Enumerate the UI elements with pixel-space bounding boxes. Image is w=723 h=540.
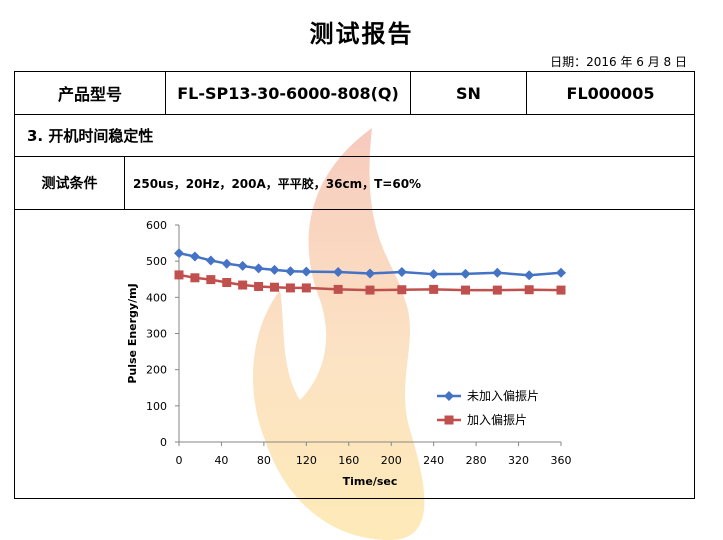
x-tick-label: 200	[381, 454, 402, 467]
model-row: 产品型号 FL-SP13-30-6000-808(Q) SN FL000005	[15, 72, 694, 115]
x-tick-label: 120	[296, 454, 317, 467]
model-label: 产品型号	[15, 72, 166, 114]
series-2-point	[429, 284, 439, 294]
series-2-point	[333, 284, 343, 294]
x-tick-label: 0	[176, 454, 183, 467]
series-1-point	[556, 267, 566, 278]
legend-label-1: 未加入偏振片	[467, 388, 539, 403]
series-1-point	[492, 267, 503, 278]
series-1-point	[365, 268, 375, 279]
x-tick-label: 40	[214, 454, 228, 467]
y-axis-label: Pulse Energy/mJ	[126, 283, 139, 383]
series-2-point	[556, 285, 566, 295]
series-1-point	[396, 267, 407, 278]
series-2-point	[365, 285, 375, 295]
y-tick-label: 0	[160, 436, 167, 449]
sn-label: SN	[411, 72, 527, 114]
x-tick-label: 320	[508, 454, 529, 467]
series-2-point	[190, 273, 200, 283]
report-title: 测试报告	[309, 20, 414, 48]
x-tick-label: 160	[338, 454, 359, 467]
x-tick-label: 360	[551, 454, 572, 467]
legend-label-2: 加入偏振片	[467, 412, 527, 427]
y-tick-label: 600	[146, 219, 167, 232]
legend-marker-2	[444, 415, 454, 425]
series-1-point	[189, 251, 200, 262]
series-1-point	[333, 267, 344, 278]
series-2-point	[524, 285, 534, 295]
y-tick-label: 100	[146, 400, 167, 413]
series-2-point	[285, 283, 295, 293]
series-1-point	[460, 268, 471, 279]
x-axis-label: Time/sec	[343, 475, 398, 488]
series-1-point	[285, 266, 296, 277]
series-2-point	[270, 282, 279, 292]
series-1-point	[428, 269, 439, 280]
series-1-point	[253, 263, 264, 274]
series-2-point	[254, 281, 264, 291]
series-2-point	[397, 285, 407, 295]
y-tick-label: 300	[146, 328, 167, 341]
model-value: FL-SP13-30-6000-808(Q)	[166, 72, 411, 114]
x-tick-label: 280	[466, 454, 487, 467]
y-tick-label: 500	[146, 255, 167, 268]
legend-marker-1	[444, 391, 454, 401]
series-1-point	[174, 248, 184, 259]
section-row: 3. 开机时间稳定性	[15, 115, 694, 157]
series-1-point	[524, 270, 535, 281]
report-table: 产品型号 FL-SP13-30-6000-808(Q) SN FL000005 …	[14, 71, 695, 499]
series-2-point	[174, 270, 184, 280]
series-1-point	[301, 266, 312, 277]
x-tick-label: 240	[423, 454, 444, 467]
y-tick-label: 200	[146, 364, 167, 377]
series-2-point	[206, 275, 216, 285]
condition-label: 测试条件	[15, 157, 125, 209]
condition-value: 250us，20Hz，200A，平平胶，36cm，T=60%	[133, 176, 422, 191]
series-1-point	[221, 258, 232, 269]
x-tick-label: 80	[257, 454, 271, 467]
series-1-point	[205, 255, 216, 266]
section-title: 3. 开机时间稳定性	[27, 127, 154, 145]
series-2-point	[461, 285, 470, 295]
sn-value: FL000005	[566, 83, 655, 103]
y-tick-label: 400	[146, 291, 167, 304]
series-2-point	[492, 285, 502, 295]
series-2-point	[238, 280, 248, 290]
series-2-point	[301, 283, 311, 293]
series-1-point	[237, 260, 248, 271]
report-date: 日期：2016 年 6 月 8 日	[550, 55, 687, 69]
condition-row: 测试条件 250us，20Hz，200A，平平胶，36cm，T=60%	[15, 157, 694, 210]
series-1-point	[269, 264, 280, 275]
series-2-point	[222, 278, 232, 288]
